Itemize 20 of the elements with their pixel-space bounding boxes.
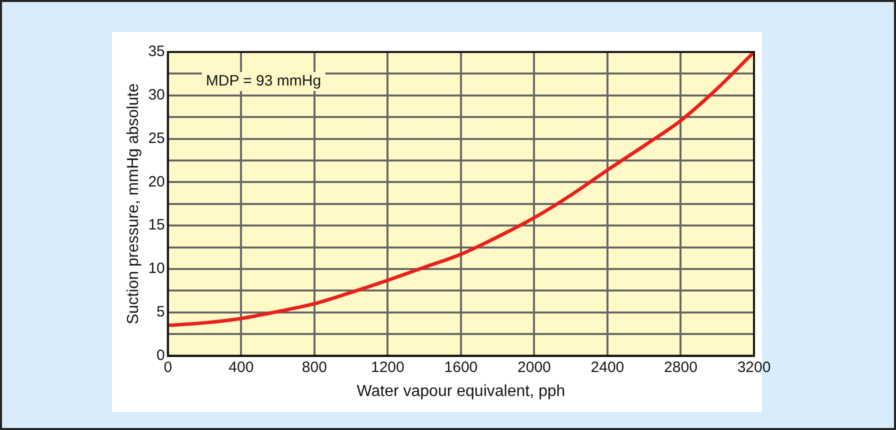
x-tick-label: 3200	[737, 358, 771, 376]
y-tick-label: 25	[148, 130, 165, 147]
line-series	[168, 52, 754, 328]
y-axis-title: Suction pressure, mmHg absolute	[125, 83, 142, 324]
x-tick-label: 2800	[664, 358, 698, 376]
x-tick-label: 1600	[444, 358, 478, 376]
y-tick-label: 30	[148, 86, 165, 104]
x-tick-label: 1200	[370, 358, 404, 376]
y-tick-label: 0	[156, 346, 165, 364]
y-tick-label: 20	[148, 173, 165, 190]
x-tick-label: 2000	[518, 358, 551, 376]
x-axis-title: Water vapour equivalent, pph	[356, 382, 566, 400]
y-tick-label: 10	[148, 260, 165, 278]
x-tick-label: 800	[302, 358, 327, 376]
x-tick-label: 2400	[590, 358, 624, 376]
y-tick-label: 5	[156, 304, 165, 321]
y-tick-label: 35	[148, 43, 165, 60]
annotation: MDP = 93 mmHg	[206, 72, 322, 90]
x-tick-label: 400	[228, 358, 254, 376]
y-tick-label: 15	[148, 216, 165, 234]
